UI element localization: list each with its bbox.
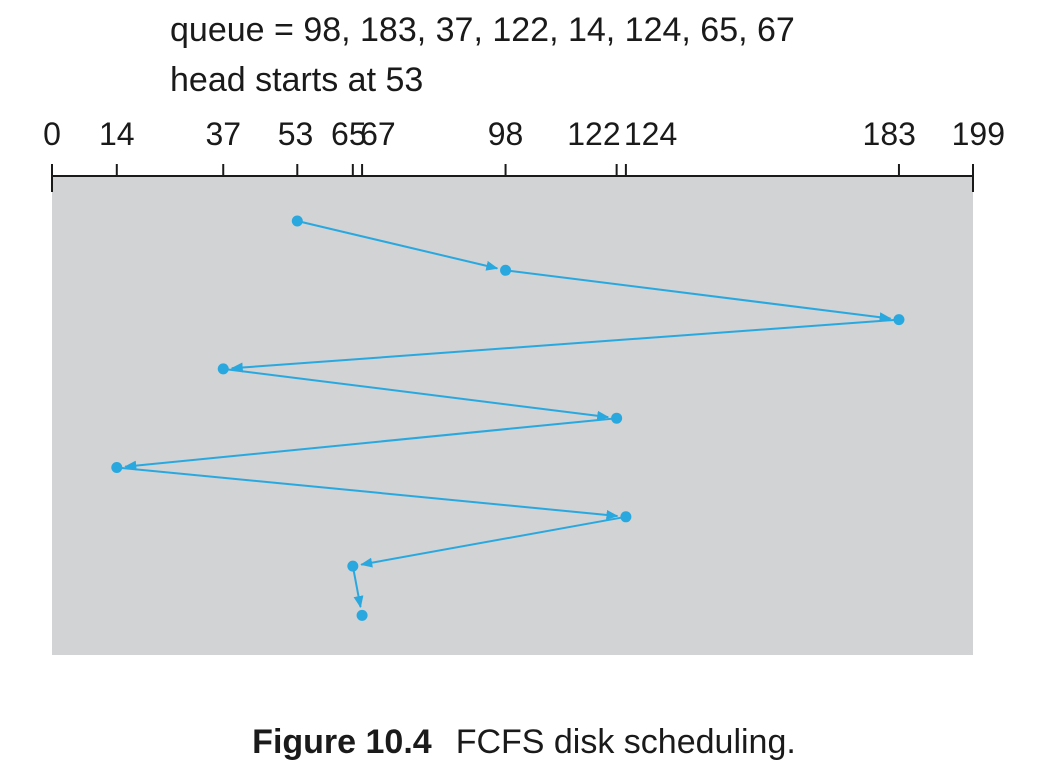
axis-tick-label: 0 xyxy=(43,116,61,152)
head-move-segment xyxy=(297,220,499,271)
head-position-point xyxy=(111,462,123,473)
head-move-segment xyxy=(116,466,619,520)
figure-label: Figure 10.4 xyxy=(252,723,432,761)
track-panel xyxy=(52,176,973,655)
head-move-segment xyxy=(223,367,610,421)
figure-caption: Figure 10.4 FCFS disk scheduling. xyxy=(0,720,1048,764)
axis-tick-label: 199 xyxy=(952,116,1005,152)
head-movement-path xyxy=(116,220,900,609)
head-position-point xyxy=(893,314,905,326)
head-move-segment xyxy=(351,565,364,609)
axis-tick-label: 53 xyxy=(278,116,314,152)
queue-equals: = xyxy=(274,11,294,49)
axis-tick-label: 65 xyxy=(331,116,367,152)
axis-tick-label: 98 xyxy=(488,116,524,152)
head-position-point xyxy=(500,264,512,276)
head-move-segment xyxy=(230,318,900,373)
cylinder-axis xyxy=(51,164,974,192)
axis-tick-label: 14 xyxy=(99,116,135,152)
head-start-line: head starts at 53 xyxy=(170,61,424,99)
head-position-point xyxy=(347,560,359,572)
head-position-point xyxy=(291,215,303,227)
head-move-segment xyxy=(124,417,617,471)
head-move-segment xyxy=(505,269,892,323)
axis-tick-label: 122 xyxy=(567,116,620,152)
axis-tick-label: 67 xyxy=(360,116,396,152)
head-position-point xyxy=(217,363,229,375)
head-position-point xyxy=(356,609,368,621)
queue-label: queue xyxy=(170,11,265,49)
axis-tick-label: 183 xyxy=(863,116,916,152)
head-position-point xyxy=(620,511,632,523)
queue-line: queue = 98, 183, 37, 122, 14, 124, 65, 6… xyxy=(170,10,795,50)
figure-title: FCFS disk scheduling. xyxy=(455,723,796,761)
queue-values: 98, 183, 37, 122, 14, 124, 65, 67 xyxy=(303,11,795,49)
axis-tick-label: 124 xyxy=(624,116,677,152)
axis-tick-label: 37 xyxy=(205,116,241,152)
head-move-segment xyxy=(360,515,627,568)
head-position-point xyxy=(611,412,623,424)
head-positions xyxy=(111,215,905,621)
